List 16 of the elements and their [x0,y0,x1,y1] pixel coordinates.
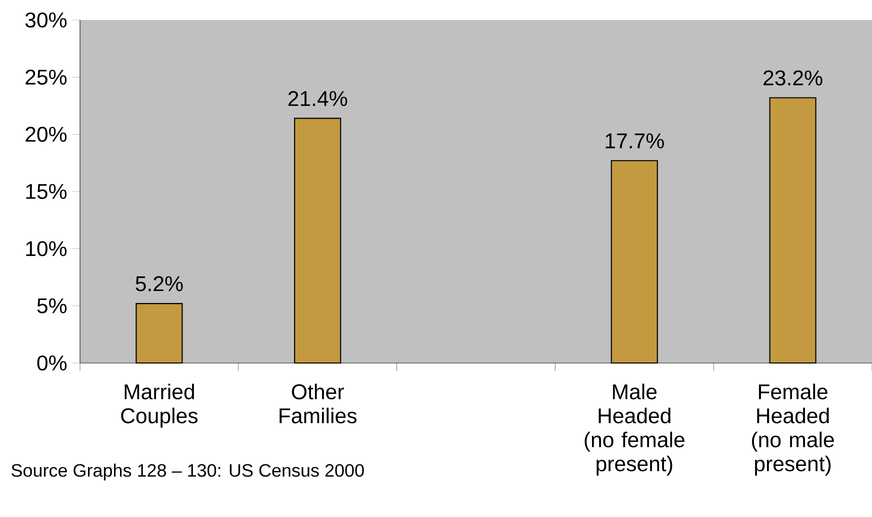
x-tick-label: Female Headed (no male present) [752,384,834,476]
data-label: 17.7% [606,133,664,148]
x-tick-label: Male Headed (no female present) [584,384,684,476]
y-tick-label: 25% [26,70,67,85]
y-tick-label: 5% [37,298,67,314]
y-tick-label: 30% [25,12,67,28]
y-tick-label: 10% [26,241,67,256]
data-label: 21.4% [288,91,348,106]
x-tick-label: Married Couples [121,384,198,428]
y-tick-label: 15% [26,184,67,199]
x-tick-label: Other Families [280,384,357,424]
data-label: 5.2% [136,276,183,292]
y-tick-label: 0% [37,355,67,371]
source-note: Source Graphs 128 – 130: US Census 2000 [12,464,364,480]
data-label: 23.2% [764,70,822,86]
y-tick-label: 20% [26,126,67,142]
